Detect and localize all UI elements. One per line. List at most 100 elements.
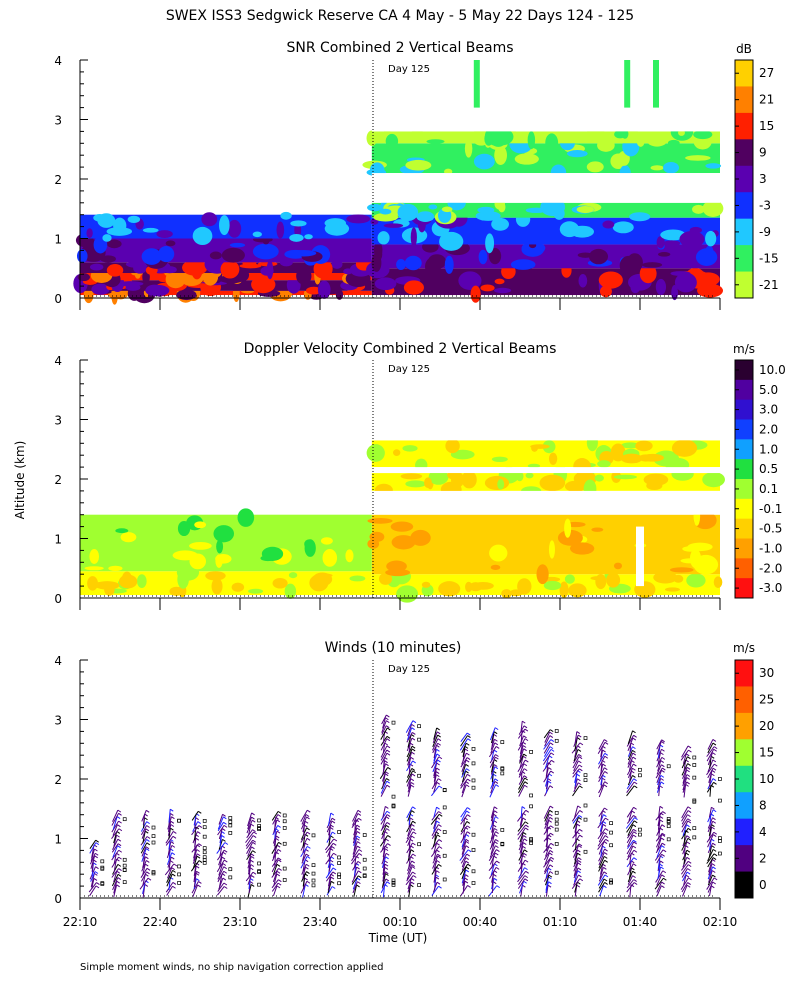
y-tick-label: 4 bbox=[54, 354, 62, 368]
wind-barb bbox=[626, 849, 635, 861]
wind-barb-flag bbox=[525, 827, 529, 831]
wind-barb-flag bbox=[687, 864, 692, 868]
wind-barb bbox=[217, 822, 224, 832]
wind-barb bbox=[573, 760, 579, 772]
wind-barb-flag bbox=[277, 825, 281, 828]
heatmap-blob bbox=[251, 275, 276, 294]
y-tick-label: 2 bbox=[54, 773, 62, 787]
wind-barb-flag bbox=[221, 828, 226, 831]
wind-barb bbox=[572, 754, 580, 764]
wind-barb bbox=[432, 731, 438, 744]
calm-marker bbox=[177, 872, 181, 877]
y-tick-label: 0 bbox=[54, 592, 62, 606]
wind-barb bbox=[656, 837, 662, 852]
wind-barb bbox=[490, 863, 495, 876]
wind-barb-flag bbox=[197, 810, 202, 814]
wind-barb bbox=[573, 782, 579, 793]
colorbar-swatch bbox=[735, 165, 753, 193]
heatmap-blob bbox=[613, 562, 623, 570]
heatmap-blob bbox=[211, 577, 223, 595]
wind-barb-flag bbox=[410, 881, 415, 885]
wind-barb bbox=[572, 845, 580, 858]
wind-barb-flag bbox=[660, 777, 664, 781]
wind-barb bbox=[518, 777, 526, 790]
calm-marker bbox=[151, 870, 156, 874]
wind-barb bbox=[460, 735, 468, 747]
wind-barb bbox=[708, 770, 713, 783]
wind-barb bbox=[544, 785, 551, 797]
wind-barb-flag bbox=[437, 734, 441, 738]
wind-barb bbox=[351, 875, 359, 885]
wind-barb bbox=[351, 849, 360, 862]
wind-barb-flag bbox=[436, 849, 440, 853]
wind-barb-flag bbox=[631, 770, 635, 774]
wind-barb-flag bbox=[411, 860, 415, 864]
snr-day-marker: Day 125 bbox=[388, 64, 430, 75]
wind-barb-flag bbox=[411, 810, 415, 813]
wind-barb bbox=[626, 839, 634, 849]
wind-barb bbox=[461, 752, 467, 765]
wind-barb bbox=[520, 806, 523, 819]
wind-barb bbox=[654, 877, 664, 890]
wind-barb-flag bbox=[172, 869, 176, 873]
wind-barb-flag bbox=[712, 820, 717, 824]
wind-barb-flag bbox=[251, 846, 255, 850]
calm-marker bbox=[151, 834, 156, 838]
wind-barb-flag bbox=[357, 845, 361, 849]
wind-barb bbox=[406, 737, 413, 752]
wind-barb-flag bbox=[436, 806, 440, 810]
wind-barb-flag bbox=[437, 828, 442, 832]
wind-barb bbox=[407, 727, 413, 741]
x-tick-label: 22:10 bbox=[63, 915, 98, 929]
wind-barb bbox=[271, 882, 279, 892]
wind-barb-flag bbox=[524, 781, 529, 785]
wind-barb-flag bbox=[356, 831, 361, 834]
wind-barb bbox=[545, 820, 550, 833]
heatmap-blob bbox=[403, 280, 424, 295]
calm-marker bbox=[442, 853, 447, 858]
wind-barb bbox=[246, 819, 253, 834]
wind-barb bbox=[545, 874, 550, 886]
wind-barb-flag bbox=[550, 752, 555, 756]
calm-marker bbox=[337, 881, 341, 886]
wind-barb-flag bbox=[523, 842, 527, 845]
wind-barb bbox=[490, 834, 495, 848]
wind-barb-flag bbox=[466, 810, 470, 814]
colorbar-swatch bbox=[735, 818, 753, 846]
wind-barb-flag bbox=[356, 824, 360, 828]
calm-marker bbox=[609, 843, 613, 848]
heatmap-blob bbox=[527, 463, 541, 468]
calm-marker bbox=[638, 827, 642, 832]
wind-barb bbox=[626, 841, 635, 855]
heatmap-layer bbox=[371, 514, 720, 575]
wind-barb-flag bbox=[687, 806, 692, 810]
colorbar-swatch bbox=[735, 60, 753, 87]
calm-marker bbox=[692, 798, 697, 803]
wind-barb-flag bbox=[631, 810, 636, 814]
wind-barb bbox=[681, 885, 688, 897]
wind-barb-flag bbox=[633, 882, 638, 885]
calm-marker bbox=[718, 836, 722, 841]
heatmap-blob bbox=[280, 211, 292, 220]
wind-barb bbox=[271, 811, 279, 821]
wind-barb bbox=[490, 841, 496, 855]
wind-barb-flag bbox=[252, 850, 256, 854]
heatmap-blob bbox=[673, 574, 684, 583]
wind-barb-flag bbox=[688, 749, 692, 753]
calm-marker bbox=[202, 825, 207, 830]
heatmap-blob bbox=[693, 554, 719, 575]
wind-barb bbox=[382, 806, 386, 819]
wind-barb-flag bbox=[576, 884, 581, 888]
wind-barb bbox=[489, 784, 497, 798]
wind-barb-flag bbox=[659, 863, 663, 867]
heatmap-blob bbox=[682, 546, 699, 552]
wind-barb-flag bbox=[523, 852, 527, 856]
wind-barb-flag bbox=[384, 871, 389, 875]
wind-barb-flag bbox=[576, 737, 581, 741]
heatmap-blob bbox=[636, 136, 645, 147]
wind-barb-flag bbox=[384, 742, 388, 746]
heatmap-blob bbox=[378, 572, 393, 585]
wind-barb bbox=[112, 864, 119, 875]
wind-barb-flag bbox=[466, 825, 471, 829]
